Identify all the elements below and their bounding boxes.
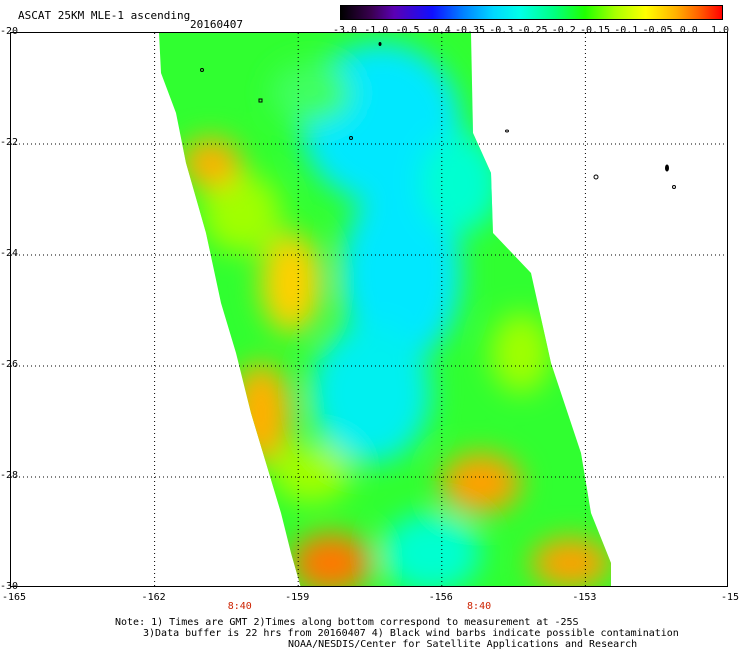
latitude-tick-label: -28 <box>0 470 19 481</box>
map-svg <box>11 33 727 586</box>
title: ASCAT 25KM MLE-1 ascending <box>18 9 191 22</box>
latitude-tick-label: -24 <box>0 248 19 259</box>
longitude-tick-label: -159 <box>285 592 310 603</box>
colorbar-tick-label: 1.0 <box>710 25 730 36</box>
colorbar-tick-label: -1.0 <box>364 25 389 36</box>
colorbar-tick-label: -3.0 <box>332 25 358 36</box>
colorbar-tick-label: -0.15 <box>579 25 611 36</box>
longitude-tick-label: -156 <box>428 592 453 603</box>
time-label: 8:40 <box>227 601 252 612</box>
grid-lines <box>11 33 727 586</box>
colorbar-tick-label: -0.3 <box>489 25 514 36</box>
note-line-2: 3)Data buffer is 22 hrs from 20160407 4)… <box>143 628 679 639</box>
colorbar <box>340 5 723 20</box>
colorbar-tick-label: -0.1 <box>614 25 639 36</box>
date-label: 20160407 <box>190 18 243 31</box>
colorbar-tick-label: -0.05 <box>642 25 673 36</box>
colorbar-tick-label: -0.25 <box>517 25 548 36</box>
colorbar-tick-label: 0.0 <box>679 25 698 36</box>
longitude-tick-label: -165 <box>1 592 27 603</box>
latitude-tick-label: -20 <box>0 26 19 37</box>
note-line-3: NOAA/NESDIS/Center for Satellite Applica… <box>288 639 638 650</box>
colorbar-tick-label: -0.4 <box>426 25 451 36</box>
note-line-1: Note: 1) Times are GMT 2)Times along bot… <box>115 617 579 628</box>
time-label: 8:40 <box>467 601 492 612</box>
longitude-tick-label: -162 <box>141 592 166 603</box>
colorbar-tick-label: -0.35 <box>454 25 486 36</box>
longitude-tick-label: -153 <box>572 592 597 603</box>
scatterometer-swath <box>159 33 611 586</box>
latitude-tick-label: -22 <box>0 137 19 148</box>
longitude-tick-label: -15 <box>720 592 740 603</box>
colorbar-tick-label: -0.5 <box>395 25 420 36</box>
latitude-tick-label: -30 <box>0 581 19 592</box>
islands <box>200 42 676 189</box>
map-plot <box>10 32 728 587</box>
latitude-tick-label: -26 <box>0 359 19 370</box>
colorbar-tick-label: -0.2 <box>551 25 576 36</box>
